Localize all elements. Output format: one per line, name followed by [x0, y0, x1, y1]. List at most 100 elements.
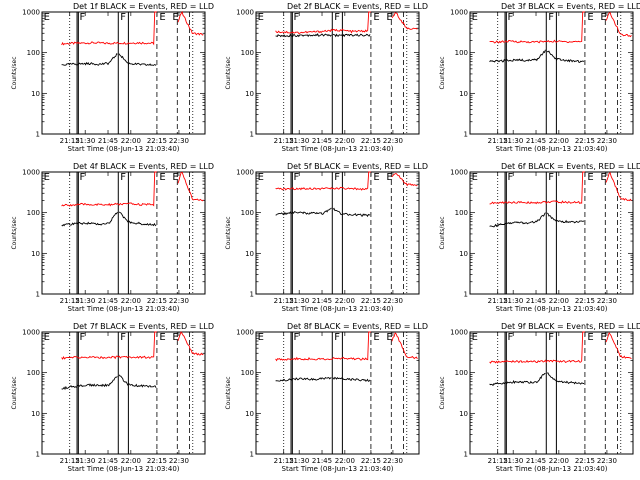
- y-tick-label: 1: [464, 291, 468, 299]
- x-tick-label: 21:45: [526, 297, 546, 305]
- segment-label: F: [548, 12, 554, 23]
- y-tick-label: 100: [241, 49, 254, 57]
- x-tick-label: 21:15: [488, 297, 508, 305]
- x-tick-label: 21:15: [488, 137, 508, 145]
- x-tick-label: 22:30: [169, 297, 189, 305]
- y-axis-label: Counts/sec: [11, 216, 18, 249]
- segment-label: E: [600, 332, 606, 343]
- panel-title: Det 1f BLACK = Events, RED = LLD: [73, 2, 214, 11]
- segment-label: E: [373, 332, 379, 343]
- x-tick-label: 21:45: [312, 297, 332, 305]
- panel-title: Det 8f BLACK = Events, RED = LLD: [287, 322, 428, 331]
- lld-series-line: [61, 10, 204, 46]
- y-tick-label: 1000: [236, 169, 254, 177]
- segment-label: E: [44, 332, 50, 343]
- segment-label: E: [373, 172, 379, 183]
- segment-label: E: [172, 332, 178, 343]
- x-axis-label: Start Time (08-Jun-13 21:03:40): [282, 145, 394, 153]
- segment-label: E: [600, 12, 606, 23]
- segment-label: E: [258, 332, 264, 343]
- y-tick-label: 100: [455, 49, 468, 57]
- plot-frame: [255, 171, 420, 295]
- plot-frame: [41, 171, 206, 295]
- x-tick-label: 22:15: [147, 457, 167, 465]
- detector-panel-9: Det 9f BLACK = Events, RED = LLD 1 10 100 10…: [439, 322, 640, 473]
- y-tick-label: 1000: [22, 169, 40, 177]
- segment-label: E: [386, 12, 392, 23]
- segment-label: E: [587, 172, 593, 183]
- segment-label: E: [44, 172, 50, 183]
- plot-frame: [255, 331, 420, 455]
- x-tick-label: 21:45: [98, 297, 118, 305]
- segment-label: F: [548, 332, 554, 343]
- x-tick-label: 22:00: [121, 297, 141, 305]
- detector-panel-2: Det 2f BLACK = Events, RED = LLD 1 10 100 10…: [225, 2, 428, 153]
- x-tick-label: 22:15: [575, 297, 595, 305]
- events-series-line: [61, 53, 157, 66]
- segment-label: F: [79, 12, 85, 23]
- plot-frame: [469, 171, 634, 295]
- x-axis-label: Start Time (08-Jun-13 21:03:40): [282, 305, 394, 313]
- events-series-line: [489, 212, 585, 228]
- detector-panel-7: Det 7f BLACK = Events, RED = LLD 1 10 100 10…: [11, 322, 214, 473]
- y-tick-label: 1: [250, 451, 254, 459]
- events-series-line: [61, 374, 157, 391]
- events-series-line: [275, 376, 371, 382]
- x-tick-label: 22:00: [549, 137, 569, 145]
- segment-label: E: [172, 12, 178, 23]
- y-axis-label: Counts/sec: [439, 216, 446, 249]
- y-tick-label: 100: [241, 369, 254, 377]
- x-tick-label: 22:15: [361, 137, 381, 145]
- y-tick-label: 100: [455, 209, 468, 217]
- detector-panel-5: Det 5f BLACK = Events, RED = LLD 1 10 100 10…: [225, 162, 428, 313]
- segment-label: F: [293, 332, 299, 343]
- x-tick-label: 21:30: [75, 297, 95, 305]
- segment-label: E: [587, 332, 593, 343]
- panel-title: Det 4f BLACK = Events, RED = LLD: [73, 162, 214, 171]
- segment-label: F: [293, 12, 299, 23]
- x-tick-label: 22:15: [575, 137, 595, 145]
- x-tick-label: 21:15: [488, 457, 508, 465]
- panel-title: Det 5f BLACK = Events, RED = LLD: [287, 162, 428, 171]
- y-tick-label: 10: [31, 410, 40, 418]
- x-tick-label: 21:30: [503, 457, 523, 465]
- x-tick-label: 22:00: [335, 137, 355, 145]
- events-series-line: [489, 49, 585, 63]
- y-tick-label: 1: [250, 131, 254, 139]
- y-axis-label: Counts/sec: [11, 376, 18, 409]
- y-tick-label: 1000: [22, 329, 40, 337]
- detector-panel-6: Det 6f BLACK = Events, RED = LLD 1 10 100 10…: [439, 162, 640, 313]
- y-tick-label: 1: [250, 291, 254, 299]
- y-tick-label: 1000: [450, 329, 468, 337]
- segment-label: F: [120, 332, 126, 343]
- x-tick-label: 22:30: [169, 457, 189, 465]
- y-tick-label: 1: [36, 291, 40, 299]
- x-tick-label: 21:45: [98, 457, 118, 465]
- segment-label: E: [386, 172, 392, 183]
- y-tick-label: 10: [459, 90, 468, 98]
- x-axis-label: Start Time (08-Jun-13 21:03:40): [496, 145, 608, 153]
- events-series-line: [275, 207, 371, 218]
- plot-frame: [41, 11, 206, 135]
- segment-label: E: [159, 12, 165, 23]
- x-tick-label: 21:30: [75, 137, 95, 145]
- x-tick-label: 22:30: [597, 137, 617, 145]
- segment-label: F: [548, 172, 554, 183]
- segment-label: E: [258, 12, 264, 23]
- x-tick-label: 22:15: [147, 297, 167, 305]
- x-tick-label: 22:30: [169, 137, 189, 145]
- segment-label: F: [334, 332, 340, 343]
- segment-label: F: [507, 172, 513, 183]
- x-tick-label: 21:30: [503, 137, 523, 145]
- x-tick-label: 22:15: [575, 457, 595, 465]
- segment-label: F: [79, 332, 85, 343]
- segment-label: F: [507, 332, 513, 343]
- segment-label: E: [159, 172, 165, 183]
- y-tick-label: 10: [31, 90, 40, 98]
- y-tick-label: 100: [241, 209, 254, 217]
- x-axis-label: Start Time (08-Jun-13 21:03:40): [68, 145, 180, 153]
- segment-label: E: [587, 12, 593, 23]
- x-tick-label: 21:15: [60, 457, 80, 465]
- y-tick-label: 1000: [450, 169, 468, 177]
- lld-series-line: [61, 331, 204, 360]
